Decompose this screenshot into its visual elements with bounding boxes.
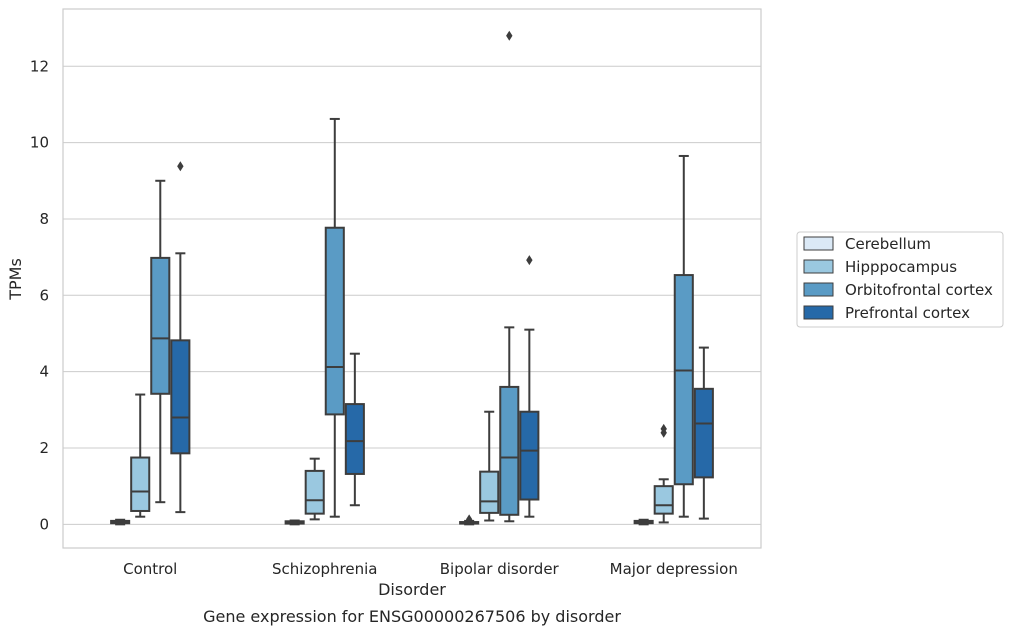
box-cerebellum	[633, 518, 654, 526]
box-prefrontal-cortex	[170, 161, 191, 514]
y-axis-ticks: 0 2 4 6 8 10 12	[30, 57, 49, 533]
chart-caption: Gene expression for ENSG00000267506 by d…	[203, 607, 621, 626]
legend-swatch	[803, 282, 834, 297]
outlier-point	[506, 30, 513, 41]
outlier-point	[465, 514, 473, 525]
x-tick-label: Control	[123, 560, 177, 578]
y-axis-label: TPMs	[6, 258, 25, 301]
outlier-point	[526, 255, 533, 266]
box-prefrontal-cortex	[344, 352, 365, 507]
box-cerebellum	[110, 518, 131, 526]
x-axis-label: Disorder	[378, 580, 446, 599]
box-body	[693, 387, 714, 479]
y-tick-label: 4	[39, 363, 49, 381]
box-body	[324, 226, 345, 416]
box-hipppocampus	[479, 410, 500, 522]
box-orbitofrontal-cortex	[673, 154, 694, 518]
box-body	[653, 485, 674, 515]
box-cerebellum	[284, 519, 305, 526]
legend-swatch	[803, 305, 834, 320]
box-body	[519, 410, 540, 501]
box-hipppocampus	[130, 393, 151, 518]
outlier-point	[660, 423, 667, 434]
box-body	[673, 274, 694, 486]
outlier-point	[177, 161, 184, 172]
legend-entry-label: Hipppocampus	[845, 258, 957, 276]
y-tick-label: 6	[39, 286, 49, 304]
y-tick-label: 2	[39, 439, 49, 457]
legend-swatch	[803, 236, 834, 251]
box-body	[304, 469, 325, 515]
y-tick-label: 12	[30, 57, 49, 75]
box-prefrontal-cortex	[519, 255, 540, 518]
x-axis-ticks: Control Schizophrenia Bipolar disorder Majo…	[123, 560, 738, 578]
legend-swatch	[803, 259, 834, 274]
box-hipppocampus	[653, 423, 674, 524]
legend-entry-label: Orbitofrontal cortex	[845, 281, 993, 299]
box-orbitofrontal-cortex	[324, 117, 345, 518]
legend-entry-label: Prefrontal cortex	[845, 304, 970, 322]
legend: Cerebellum Hipppocampus Orbitofrontal cort…	[796, 231, 1004, 328]
x-tick-label: Bipolar disorder	[440, 560, 560, 578]
box-body	[344, 403, 365, 475]
box-body	[499, 385, 520, 516]
box-orbitofrontal-cortex	[499, 30, 520, 523]
x-tick-label: Major depression	[610, 560, 738, 578]
plot-frame	[62, 8, 762, 549]
y-tick-label: 0	[39, 515, 49, 533]
y-tick-label: 8	[39, 210, 49, 228]
box-body	[479, 470, 500, 514]
legend-entry-label: Cerebellum	[845, 235, 931, 253]
y-tick-label: 10	[30, 134, 49, 152]
legend-frame	[796, 231, 1004, 328]
box-cerebellum	[459, 514, 480, 526]
x-tick-label: Schizophrenia	[272, 560, 377, 578]
box-hipppocampus	[304, 457, 325, 521]
box-body	[130, 456, 151, 512]
box-prefrontal-cortex	[693, 346, 714, 520]
box-body	[170, 339, 191, 455]
box-body	[150, 256, 171, 395]
plot-area	[110, 30, 714, 526]
box-orbitofrontal-cortex	[150, 179, 171, 504]
